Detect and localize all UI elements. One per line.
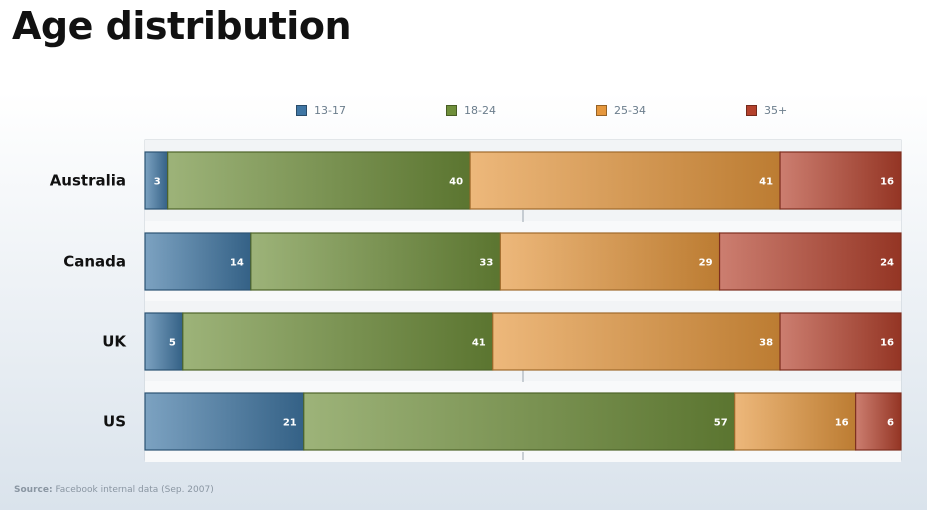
data-label-australia-25-34: 41 [759,177,773,188]
category-label-australia: Australia [50,172,126,190]
source-text: Facebook internal data (Sep. 2007) [55,485,214,495]
legend-swatch-18-24 [446,104,457,116]
bar-segment-australia-25-34 [469,151,781,210]
category-label-canada: Canada [63,253,126,271]
data-label-uk-18-24: 41 [472,338,486,349]
data-label-uk-35+: 16 [880,338,894,349]
data-label-canada-18-24: 33 [479,258,493,269]
data-label-uk-25-34: 38 [759,338,773,349]
bar-segment-canada-13-17 [144,232,252,291]
data-label-canada-25-34: 29 [699,258,713,269]
bar-segment-uk-13-17 [144,312,184,371]
legend-item-35plus: 35+ [746,103,787,117]
legend-label-25-34: 25-34 [614,103,646,117]
legend-label-18-24: 18-24 [464,103,496,117]
data-label-us-18-24: 57 [714,418,728,429]
source-label: Source: [14,485,53,495]
bar-segment-uk-35+ [779,312,902,371]
category-label-uk: UK [102,333,127,351]
bar-segment-canada-25-34 [499,232,721,291]
data-label-us-35+: 6 [887,418,894,429]
bar-segment-uk-25-34 [492,312,781,371]
stacked-bar-chart: 3 40 41 16 Australia 14 33 29 24 Canada 5 41 38 16 UK 2… [50,139,902,462]
legend-label-35plus: 35+ [764,103,788,117]
legend-swatch-25-34 [596,104,607,116]
data-label-uk-13-17: 5 [169,338,176,349]
data-label-us-25-34: 16 [835,418,849,429]
source-note: Source: Facebook internal data (Sep. 200… [14,485,214,495]
bar-segment-uk-18-24 [182,312,494,371]
bar-segment-us-25-34 [734,392,857,451]
data-label-australia-18-24: 40 [449,177,463,188]
data-label-australia-13-17: 3 [154,177,161,188]
category-label-us: US [103,413,126,431]
data-label-australia-35+: 16 [880,177,894,188]
bar-segment-us-18-24 [303,392,736,451]
legend-label-13-17: 13-17 [314,103,346,117]
legend-item-25-34: 25-34 [596,103,646,117]
bar-segment-canada-18-24 [250,232,501,291]
chart-title: Age distribution [12,4,352,48]
legend-swatch-13-17 [296,104,307,116]
legend-item-18-24: 18-24 [446,103,496,117]
bar-segment-australia-35+ [779,151,902,210]
bar-segment-australia-18-24 [167,151,471,210]
data-label-us-13-17: 21 [283,418,297,429]
legend-swatch-35plus [746,104,757,116]
data-label-canada-35+: 24 [880,258,894,269]
legend-item-13-17: 13-17 [296,103,346,117]
bar-segment-us-35+ [855,392,902,451]
data-label-canada-13-17: 14 [230,258,244,269]
bar-segment-canada-35+ [718,232,902,291]
bar-segment-us-13-17 [144,392,305,451]
